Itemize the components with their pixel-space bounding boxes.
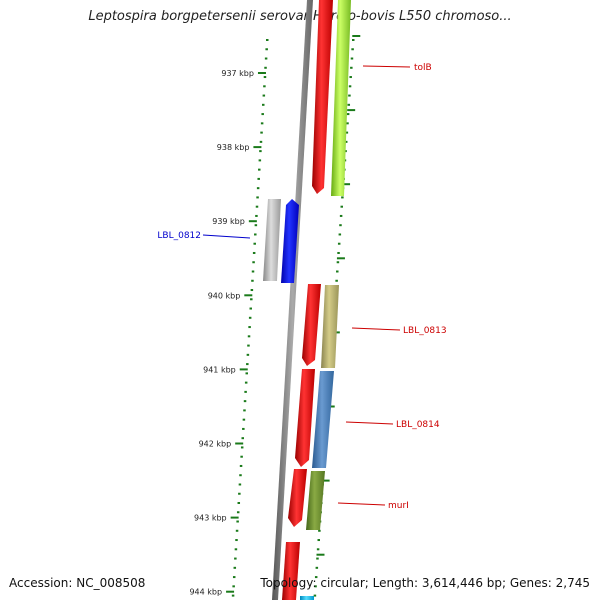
cds-arrow[interactable] bbox=[282, 542, 300, 600]
cds-arrow[interactable] bbox=[302, 284, 321, 366]
genome-summary-text: Topology: circular; Length: 3,614,446 bp… bbox=[260, 576, 590, 590]
gene-cyan[interactable] bbox=[300, 596, 314, 600]
tick-label: 940 kbp bbox=[208, 291, 241, 300]
gene-murI[interactable] bbox=[306, 471, 325, 530]
gene-tolB[interactable] bbox=[331, 0, 351, 196]
tick-label: 939 kbp bbox=[212, 217, 245, 226]
gene-label-tolB[interactable]: tolB bbox=[414, 63, 432, 73]
tick-label: 942 kbp bbox=[199, 440, 232, 449]
gene-label-LBL_0812[interactable]: LBL_0812 bbox=[157, 231, 201, 241]
tick-label: 941 kbp bbox=[203, 365, 236, 374]
tick-label: 944 kbp bbox=[189, 588, 222, 597]
leader-line-LBL_0813 bbox=[351, 327, 401, 331]
tick-label: 943 kbp bbox=[194, 514, 227, 523]
leader-line-murI bbox=[337, 502, 386, 506]
cds-arrow[interactable] bbox=[295, 369, 315, 467]
gene-label-LBL_0814[interactable]: LBL_0814 bbox=[396, 420, 440, 430]
tick-label: 937 kbp bbox=[221, 69, 254, 78]
map-title: Leptospira borgpetersenii serovar Hardjo… bbox=[88, 9, 512, 24]
tick-labels: 937 kbp 938 kbp 939 kbp 940 kbp 941 kbp 942 k… bbox=[189, 69, 254, 597]
gene-LBL_0813[interactable] bbox=[321, 285, 339, 368]
cds-arrow[interactable] bbox=[288, 469, 307, 527]
cds-arrow[interactable] bbox=[312, 0, 333, 194]
chromosome-backbone bbox=[272, 0, 313, 600]
leader-line-LBL_0814 bbox=[345, 421, 394, 425]
gene-LBL_0812-gray[interactable] bbox=[263, 199, 281, 281]
gene-label-murI[interactable]: murI bbox=[388, 501, 409, 511]
leader-line-tolB bbox=[362, 65, 411, 68]
gene-LBL_0814[interactable] bbox=[312, 371, 334, 468]
leader-line-LBL_0812 bbox=[202, 234, 251, 239]
gene-label-LBL_0813[interactable]: LBL_0813 bbox=[403, 326, 447, 336]
accession-text: Accession: NC_008508 bbox=[9, 576, 146, 590]
tick-label: 938 kbp bbox=[217, 143, 250, 152]
gene-LBL_0812[interactable] bbox=[281, 199, 299, 283]
